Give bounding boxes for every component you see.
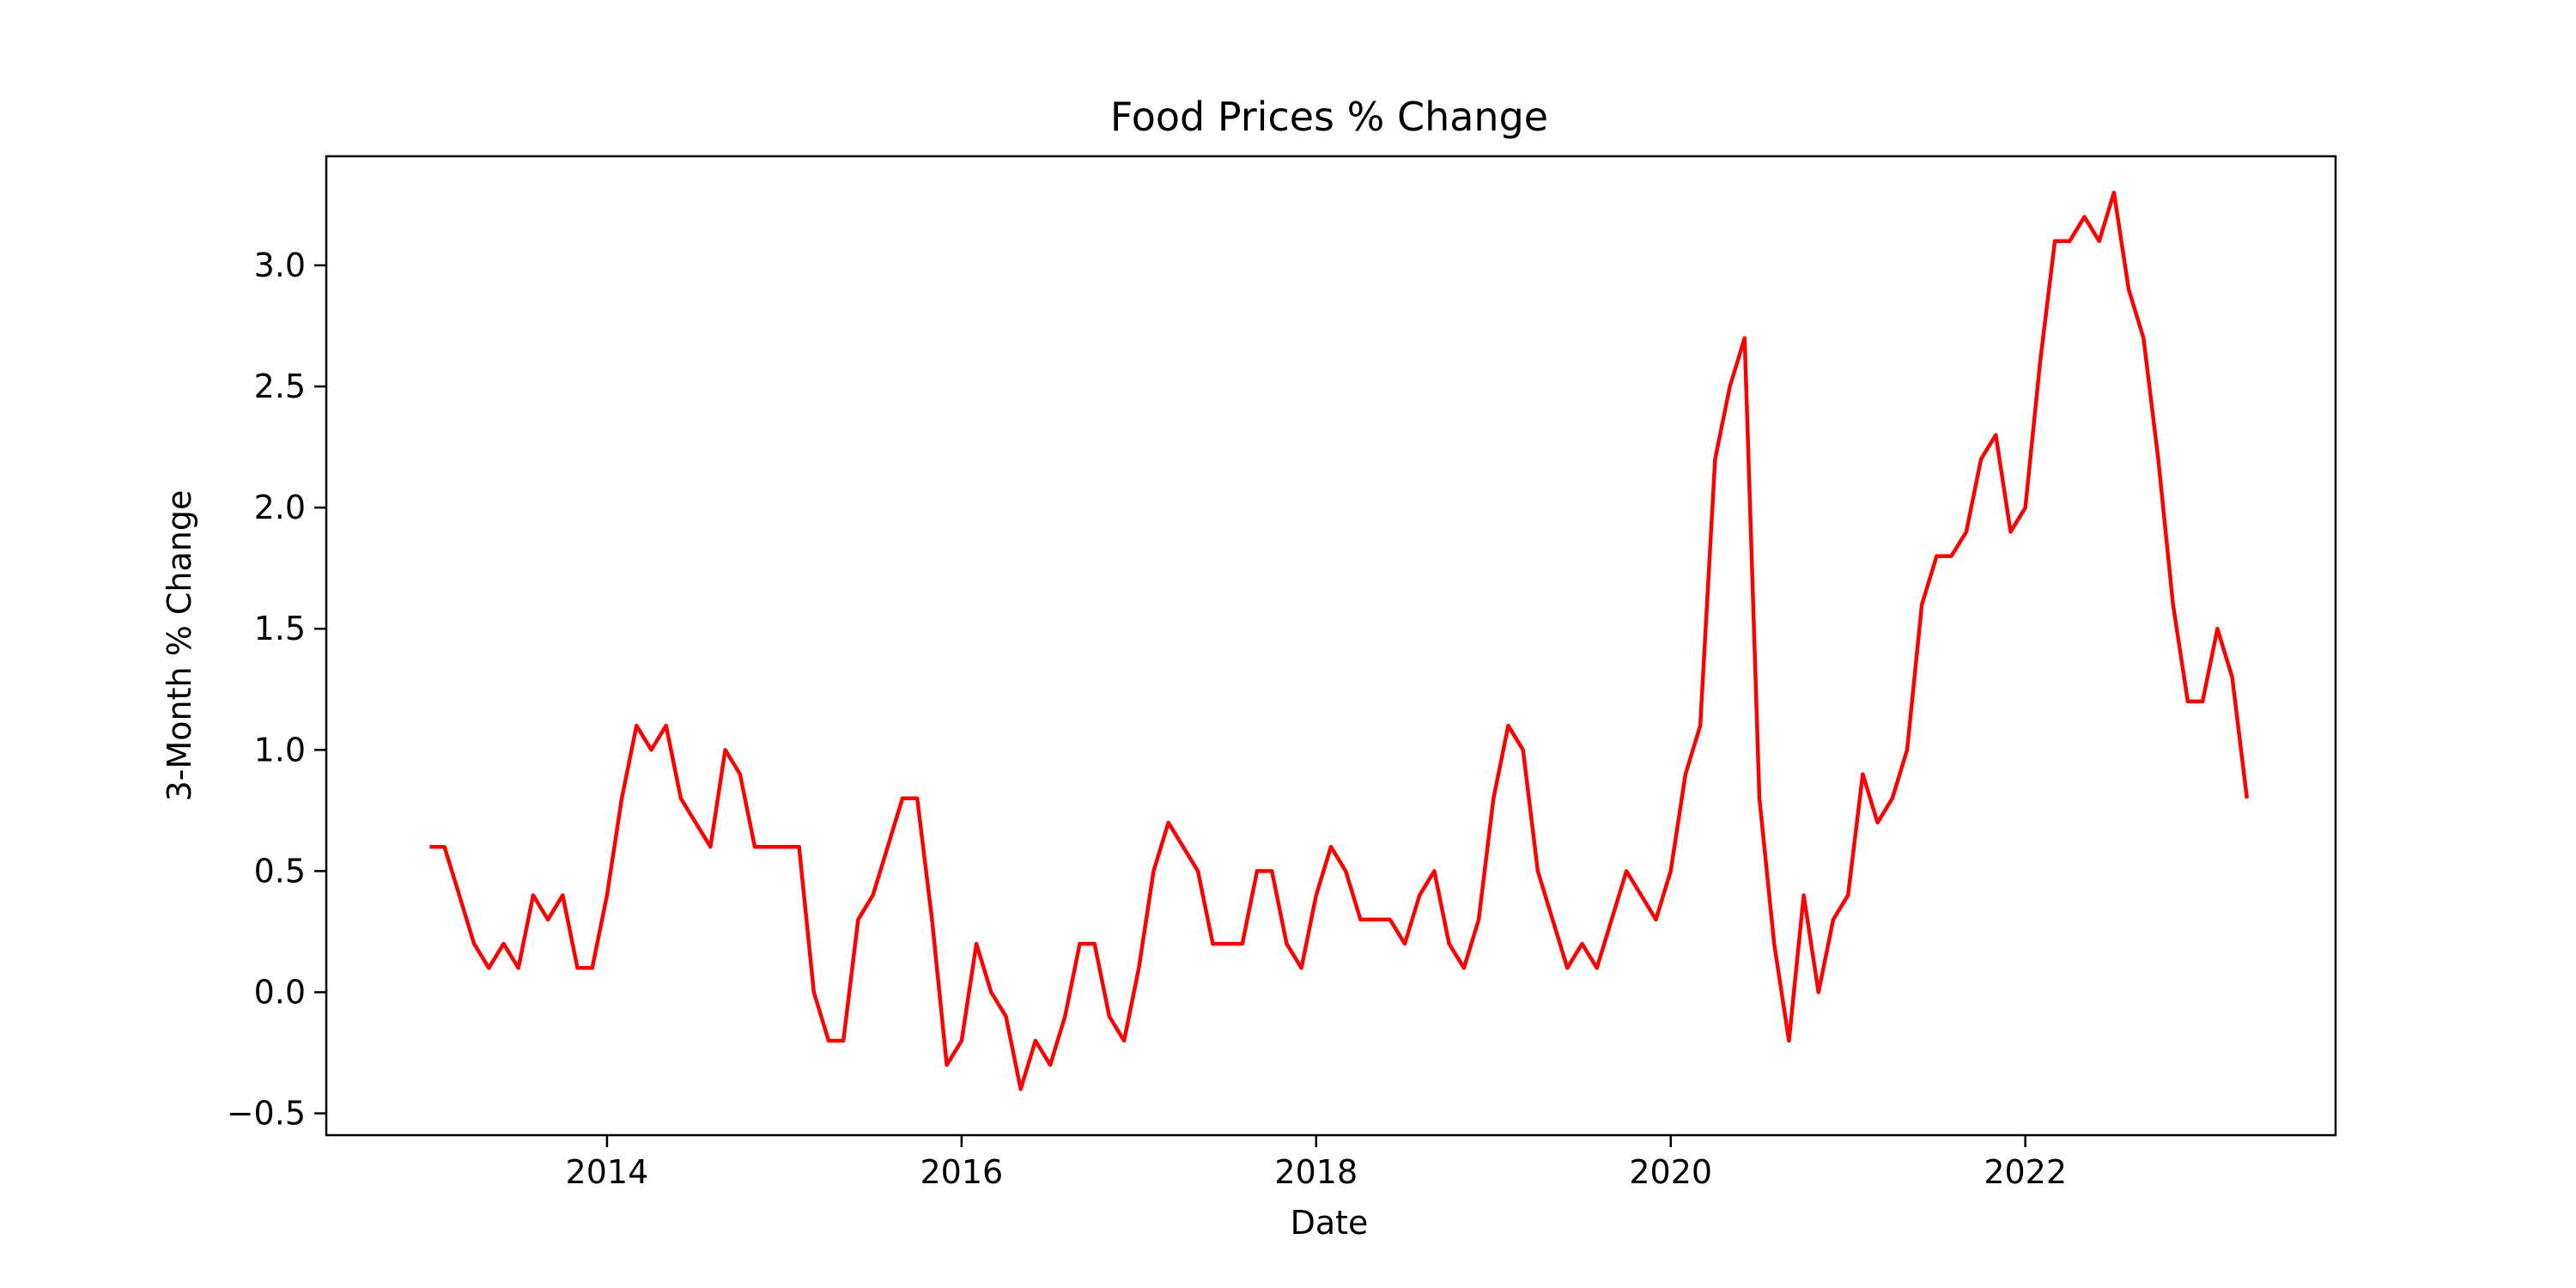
x-tick-label: 2020 (1629, 1153, 1712, 1191)
y-axis: −0.5 0.0 0.5 1.0 1.5 2.0 2.5 3.0 (227, 246, 326, 1133)
x-tick-label: 2018 (1274, 1153, 1358, 1191)
series-line (429, 191, 2250, 1091)
y-tick-label: 3.0 (254, 246, 306, 284)
y-axis-label: 3-Month % Change (161, 490, 198, 802)
y-tick-label: 1.0 (254, 731, 306, 769)
y-tick-label: 1.5 (254, 610, 306, 647)
y-tick-label: 2.5 (254, 368, 306, 405)
chart-title: Food Prices % Change (1110, 94, 1548, 140)
plot-area-frame (325, 155, 2337, 1137)
x-tick-label: 2014 (566, 1153, 649, 1191)
y-tick-label: 0.5 (254, 852, 306, 890)
y-tick-label: 2.0 (254, 489, 306, 526)
y-tick-label: 0.0 (254, 974, 306, 1012)
x-tick-label: 2016 (920, 1153, 1003, 1191)
x-tick-label: 2022 (1984, 1153, 2067, 1191)
y-tick-label: −0.5 (227, 1095, 306, 1133)
x-axis: 2014 2016 2018 2020 2022 (566, 1135, 2067, 1191)
x-axis-label: Date (1291, 1204, 1369, 1242)
